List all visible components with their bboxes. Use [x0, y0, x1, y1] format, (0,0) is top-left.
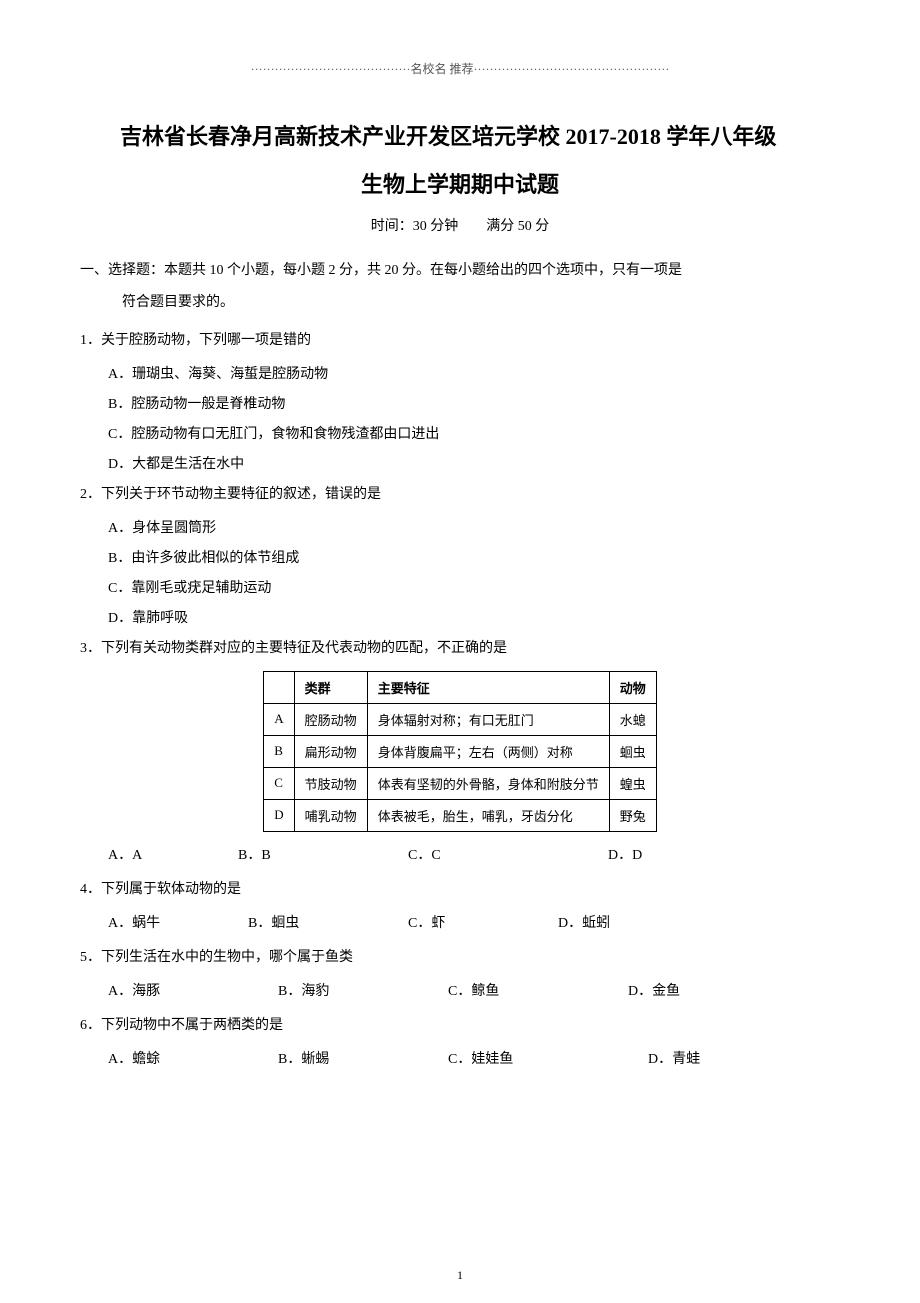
table-row: B 扁形动物 身体背腹扁平；左右（两侧）对称 蛔虫: [264, 735, 656, 767]
page-number: 1: [0, 1268, 920, 1283]
q3-option-a: A．A: [108, 842, 238, 870]
section1-header-line2: 符合题目要求的。: [122, 289, 840, 317]
q1-option-a: A．珊瑚虫、海葵、海蜇是腔肠动物: [108, 361, 840, 389]
q5-option-a: A．海豚: [108, 978, 278, 1006]
q1-option-c: C．腔肠动物有口无肛门，食物和食物残渣都由口进出: [108, 421, 840, 449]
th-blank: [264, 671, 294, 703]
q3-table: 类群 主要特征 动物 A 腔肠动物 身体辐射对称；有口无肛门 水螅 B 扁形动物…: [263, 671, 656, 832]
cell: 蛔虫: [609, 735, 656, 767]
q3-options-row: A．A B．B C．C D．D: [108, 842, 840, 870]
section1-header-line1: 一、选择题：本题共 10 个小题，每小题 2 分，共 20 分。在每小题给出的四…: [80, 257, 840, 285]
q3-option-b: B．B: [238, 842, 408, 870]
cell: 体表被毛，胎生，哺乳，牙齿分化: [367, 799, 609, 831]
q5-option-d: D．金鱼: [628, 978, 728, 1006]
q6-stem: 6．下列动物中不属于两栖类的是: [80, 1012, 840, 1040]
q3-option-c: C．C: [408, 842, 608, 870]
title-sub: 生物上学期期中试题: [80, 167, 840, 199]
q4-option-b: B．蛔虫: [248, 910, 408, 938]
q2-stem: 2．下列关于环节动物主要特征的叙述，错误的是: [80, 481, 840, 509]
q5-stem: 5．下列生活在水中的生物中，哪个属于鱼类: [80, 944, 840, 972]
q3-stem: 3．下列有关动物类群对应的主要特征及代表动物的匹配，不正确的是: [80, 635, 840, 663]
q6-option-b: B．蜥蜴: [278, 1046, 448, 1074]
cell: 哺乳动物: [294, 799, 367, 831]
exam-time: 时间：30 分钟: [371, 219, 459, 234]
cell: 水螅: [609, 703, 656, 735]
q2-option-a: A．身体呈圆筒形: [108, 515, 840, 543]
table-row: C 节肢动物 体表有坚韧的外骨骼，身体和附肢分节 蝗虫: [264, 767, 656, 799]
q3-option-d: D．D: [608, 842, 708, 870]
q2-option-d: D．靠肺呼吸: [108, 605, 840, 633]
q4-option-a: A．蜗牛: [108, 910, 248, 938]
th-group: 类群: [294, 671, 367, 703]
q6-options-row: A．蟾蜍 B．蜥蜴 C．娃娃鱼 D．青蛙: [108, 1046, 840, 1074]
table-row: A 腔肠动物 身体辐射对称；有口无肛门 水螅: [264, 703, 656, 735]
table-row: D 哺乳动物 体表被毛，胎生，哺乳，牙齿分化 野兔: [264, 799, 656, 831]
q2-option-c: C．靠刚毛或疣足辅助运动: [108, 575, 840, 603]
q4-options-row: A．蜗牛 B．蛔虫 C．虾 D．蚯蚓: [108, 910, 840, 938]
table-header-row: 类群 主要特征 动物: [264, 671, 656, 703]
title-main: 吉林省长春净月高新技术产业开发区培元学校 2017-2018 学年八年级: [120, 117, 840, 157]
cell: 腔肠动物: [294, 703, 367, 735]
cell: C: [264, 767, 294, 799]
q6-option-a: A．蟾蜍: [108, 1046, 278, 1074]
cell: 蝗虫: [609, 767, 656, 799]
q1-option-d: D．大都是生活在水中: [108, 451, 840, 479]
q5-option-c: C．鲸鱼: [448, 978, 628, 1006]
q4-option-c: C．虾: [408, 910, 558, 938]
th-animal: 动物: [609, 671, 656, 703]
cell: 体表有坚韧的外骨骼，身体和附肢分节: [367, 767, 609, 799]
q1-option-b: B．腔肠动物一般是脊椎动物: [108, 391, 840, 419]
th-feature: 主要特征: [367, 671, 609, 703]
cell: 节肢动物: [294, 767, 367, 799]
cell: 身体背腹扁平；左右（两侧）对称: [367, 735, 609, 767]
exam-info: 时间：30 分钟 满分 50 分: [80, 215, 840, 235]
header-decorative-line: ········································…: [80, 60, 840, 77]
q1-stem: 1．关于腔肠动物，下列哪一项是错的: [80, 327, 840, 355]
q3-table-wrap: 类群 主要特征 动物 A 腔肠动物 身体辐射对称；有口无肛门 水螅 B 扁形动物…: [80, 671, 840, 832]
cell: A: [264, 703, 294, 735]
cell: 野兔: [609, 799, 656, 831]
q6-option-d: D．青蛙: [648, 1046, 748, 1074]
q4-option-d: D．蚯蚓: [558, 910, 678, 938]
cell: D: [264, 799, 294, 831]
cell: B: [264, 735, 294, 767]
cell: 扁形动物: [294, 735, 367, 767]
q6-option-c: C．娃娃鱼: [448, 1046, 648, 1074]
q5-option-b: B．海豹: [278, 978, 448, 1006]
q2-option-b: B．由许多彼此相似的体节组成: [108, 545, 840, 573]
q5-options-row: A．海豚 B．海豹 C．鲸鱼 D．金鱼: [108, 978, 840, 1006]
cell: 身体辐射对称；有口无肛门: [367, 703, 609, 735]
exam-score: 满分 50 分: [486, 219, 549, 234]
q4-stem: 4．下列属于软体动物的是: [80, 876, 840, 904]
